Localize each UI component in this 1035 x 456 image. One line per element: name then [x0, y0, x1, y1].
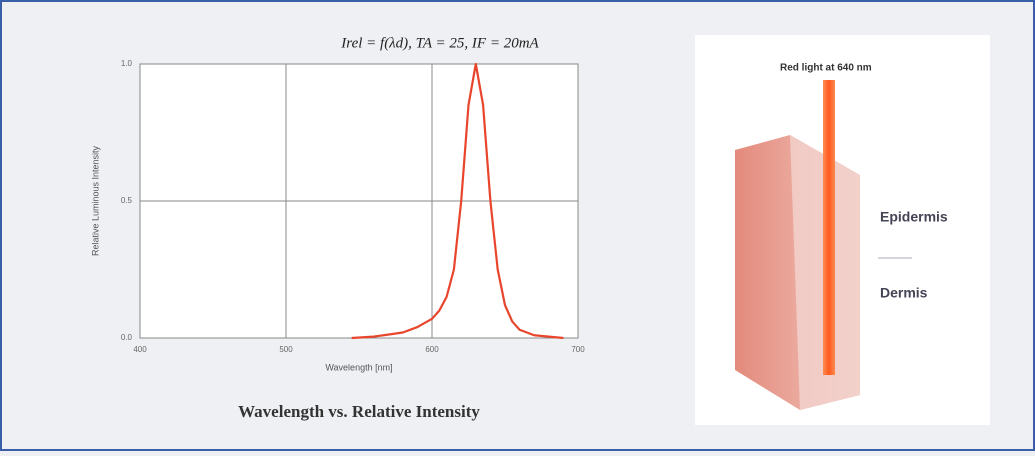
x-axis-label: Wavelength [nm] — [325, 362, 392, 372]
y-tick-label: 1.0 — [121, 59, 133, 68]
y-tick-label: 0.5 — [121, 196, 133, 205]
y-axis-label: Relative Luminous Intensity — [90, 145, 100, 256]
illustration: Red light at 640 nm Epidermis Dermis — [695, 35, 990, 425]
x-tick-label: 500 — [279, 345, 293, 354]
x-tick-label: 600 — [425, 345, 439, 354]
x-tick-label: 700 — [571, 345, 585, 354]
layer-label: Epidermis — [880, 209, 948, 225]
x-tick-label: 400 — [133, 345, 147, 354]
chart-caption: Wavelength vs. Relative Intensity — [238, 402, 480, 421]
y-tick-label: 0.0 — [121, 333, 133, 342]
beam-label: Red light at 640 nm — [780, 63, 872, 74]
data-line — [351, 62, 564, 340]
chart-title: Irel = f(λd), TA = 25, IF = 20mA — [340, 35, 539, 51]
layer-label: Dermis — [880, 285, 928, 301]
light-beam — [823, 80, 835, 375]
